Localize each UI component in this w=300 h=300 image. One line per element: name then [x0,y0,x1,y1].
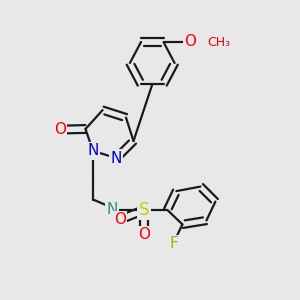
Text: H: H [119,214,127,224]
Text: O: O [138,227,150,242]
Text: CH₃: CH₃ [207,35,230,49]
Text: O: O [54,122,66,137]
Text: S: S [139,201,149,219]
Text: N: N [111,151,122,166]
Text: N: N [87,143,99,158]
Text: F: F [169,236,178,251]
Text: N: N [106,202,118,217]
Text: O: O [184,34,196,50]
Text: O: O [114,212,126,227]
